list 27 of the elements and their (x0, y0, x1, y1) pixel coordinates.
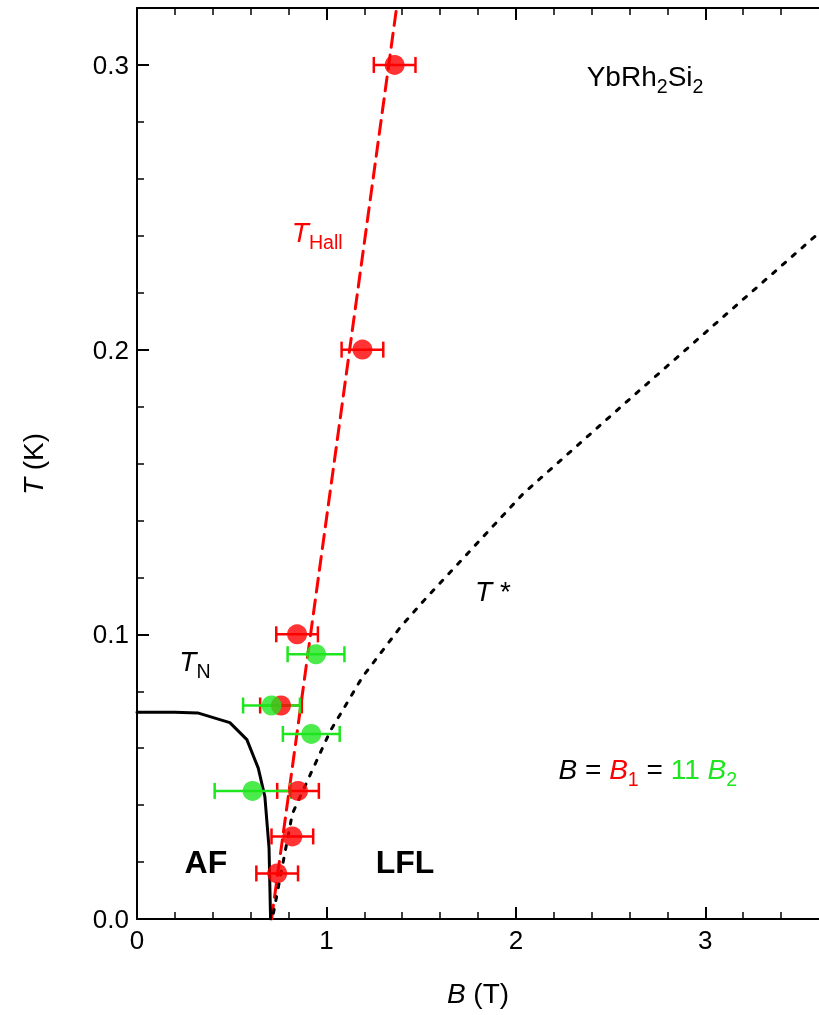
x-tick-label: 1 (319, 925, 334, 955)
point (288, 780, 309, 801)
point (352, 339, 373, 360)
annotation: B = B$_{1}$ = 11 B$_{2}$ (558, 754, 738, 791)
point (287, 624, 308, 645)
point (306, 644, 327, 665)
point (282, 826, 303, 847)
series-label: T$_{Hall}$ (291, 217, 343, 253)
point (267, 863, 288, 884)
x-tick-label: 2 (508, 925, 524, 955)
point (242, 780, 263, 801)
y-tick-label: 0.1 (92, 619, 129, 650)
annotation: T$_{N}$ (179, 646, 211, 682)
annotation: T * (475, 575, 511, 607)
annotation: YbRh$_{2}$Si$_{2}$ (586, 61, 704, 97)
point (301, 723, 322, 744)
x-axis-title: B (T) (446, 978, 510, 1009)
point (384, 54, 405, 75)
y-tick-label: 0.2 (92, 334, 129, 365)
annotation: AF (184, 843, 228, 880)
y-tick-label: 0.3 (92, 49, 129, 80)
x-tick-label: 0 (129, 925, 145, 955)
x-tick-label: 3 (698, 925, 713, 955)
annotation: LFL (375, 843, 435, 880)
y-tick-label: 0.0 (92, 904, 129, 934)
point (261, 695, 282, 716)
y-axis-title: T (K) (18, 432, 49, 495)
